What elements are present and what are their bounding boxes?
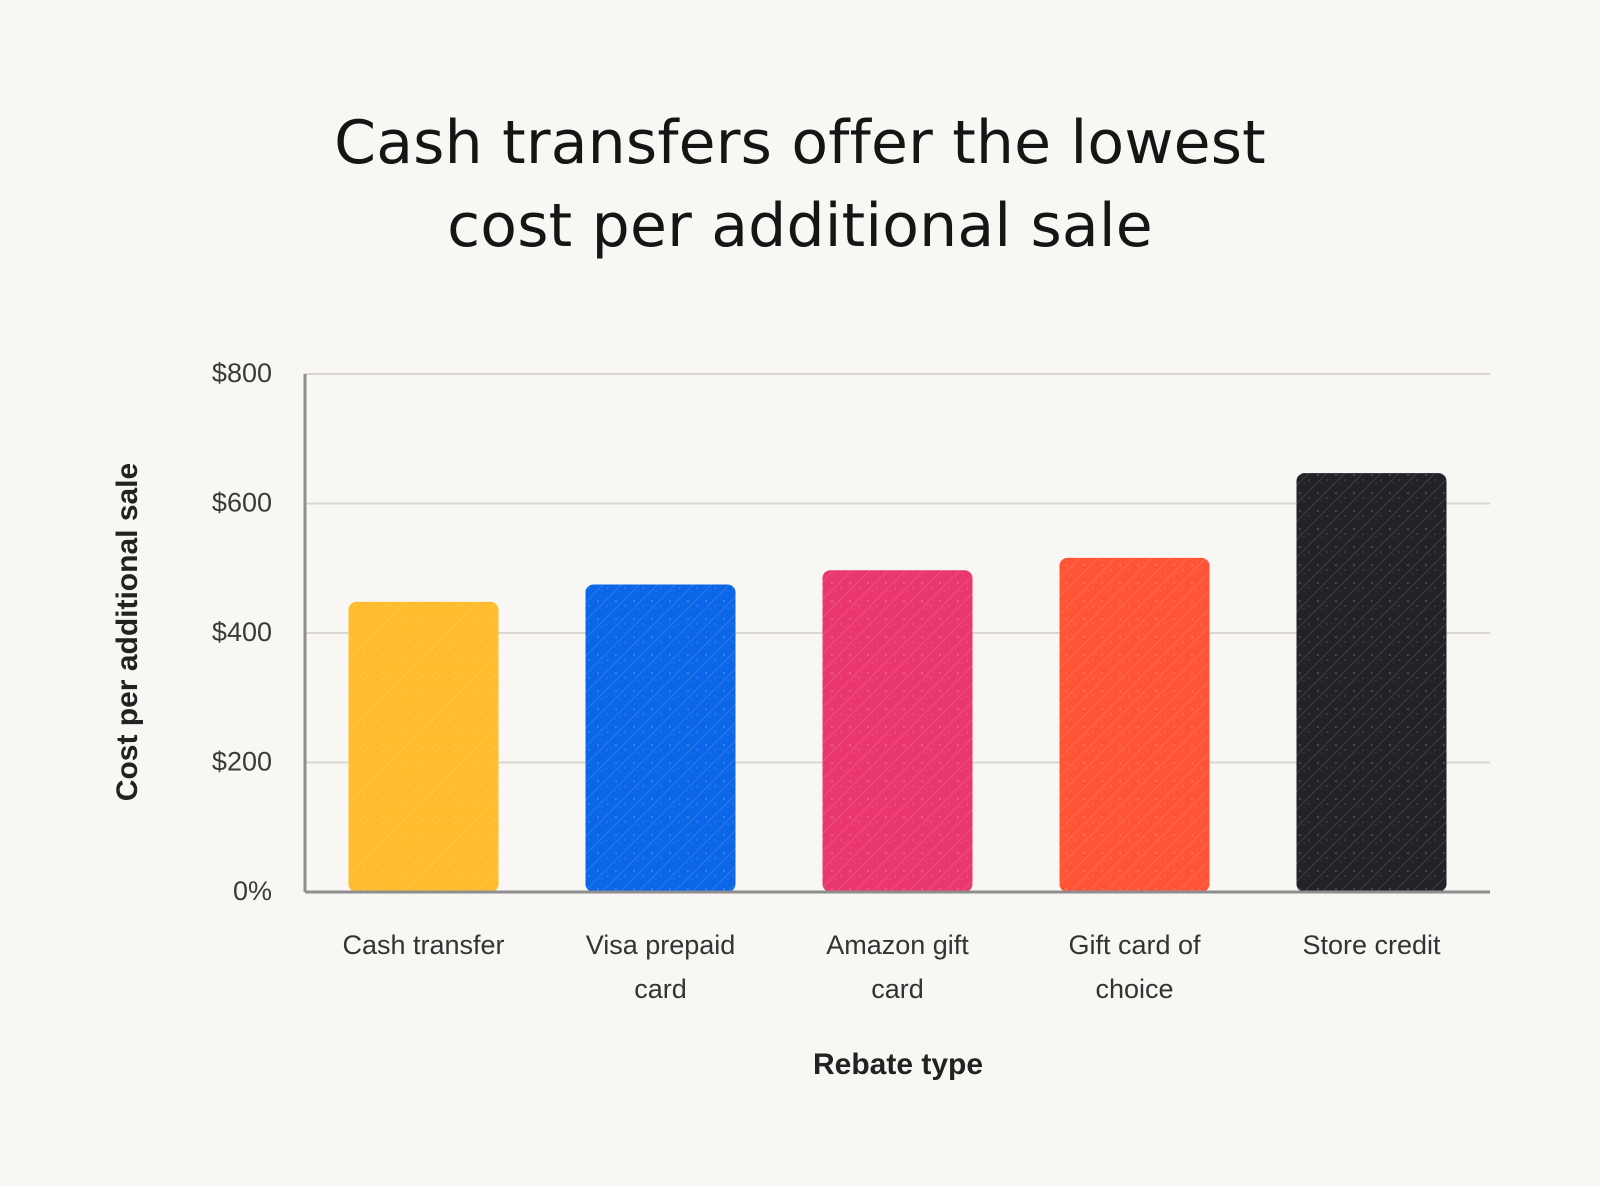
x-tick-label-line: Cash transfer <box>342 930 504 960</box>
bar-texture <box>348 601 499 892</box>
x-tick-label-line: Amazon gift <box>826 930 969 960</box>
y-tick-label: $400 <box>212 617 272 647</box>
x-axis-label: Rebate type <box>813 1048 983 1081</box>
y-axis-label: Cost per additional sale <box>111 463 144 801</box>
x-tick-label: Visa prepaid card <box>586 930 736 1004</box>
axes <box>303 374 1490 894</box>
bar-texture <box>585 584 736 892</box>
x-tick-label-line: card <box>634 974 687 1004</box>
y-tick-label: $800 <box>212 358 272 388</box>
bar-texture <box>1059 557 1210 892</box>
chart-title-group: Cash transfers offer the lowest cost per… <box>334 108 1266 261</box>
x-tick-label: Amazon gift card <box>826 930 969 1004</box>
bars-group <box>348 473 1447 892</box>
x-tick-label: Gift card of choice <box>1068 930 1201 1004</box>
y-axis-tick-labels: 0% $200 $400 $600 $800 <box>212 358 272 906</box>
x-tick-label-line: Store credit <box>1302 930 1441 960</box>
y-tick-label: $600 <box>212 488 272 518</box>
chart-title-line-1: Cash transfers offer the lowest <box>334 108 1266 178</box>
y-tick-label: $200 <box>212 747 272 777</box>
x-tick-label-line: Gift card of <box>1068 930 1201 960</box>
bar-texture <box>822 570 973 892</box>
x-tick-label-line: Visa prepaid <box>586 930 736 960</box>
x-tick-label-line: choice <box>1095 974 1173 1004</box>
bar-texture <box>1296 473 1447 892</box>
chart-title-line-2: cost per additional sale <box>447 191 1153 261</box>
x-tick-label-line: card <box>871 974 924 1004</box>
y-tick-label: 0% <box>233 876 272 906</box>
x-tick-label: Store credit <box>1302 930 1441 960</box>
x-tick-label: Cash transfer <box>342 930 504 960</box>
